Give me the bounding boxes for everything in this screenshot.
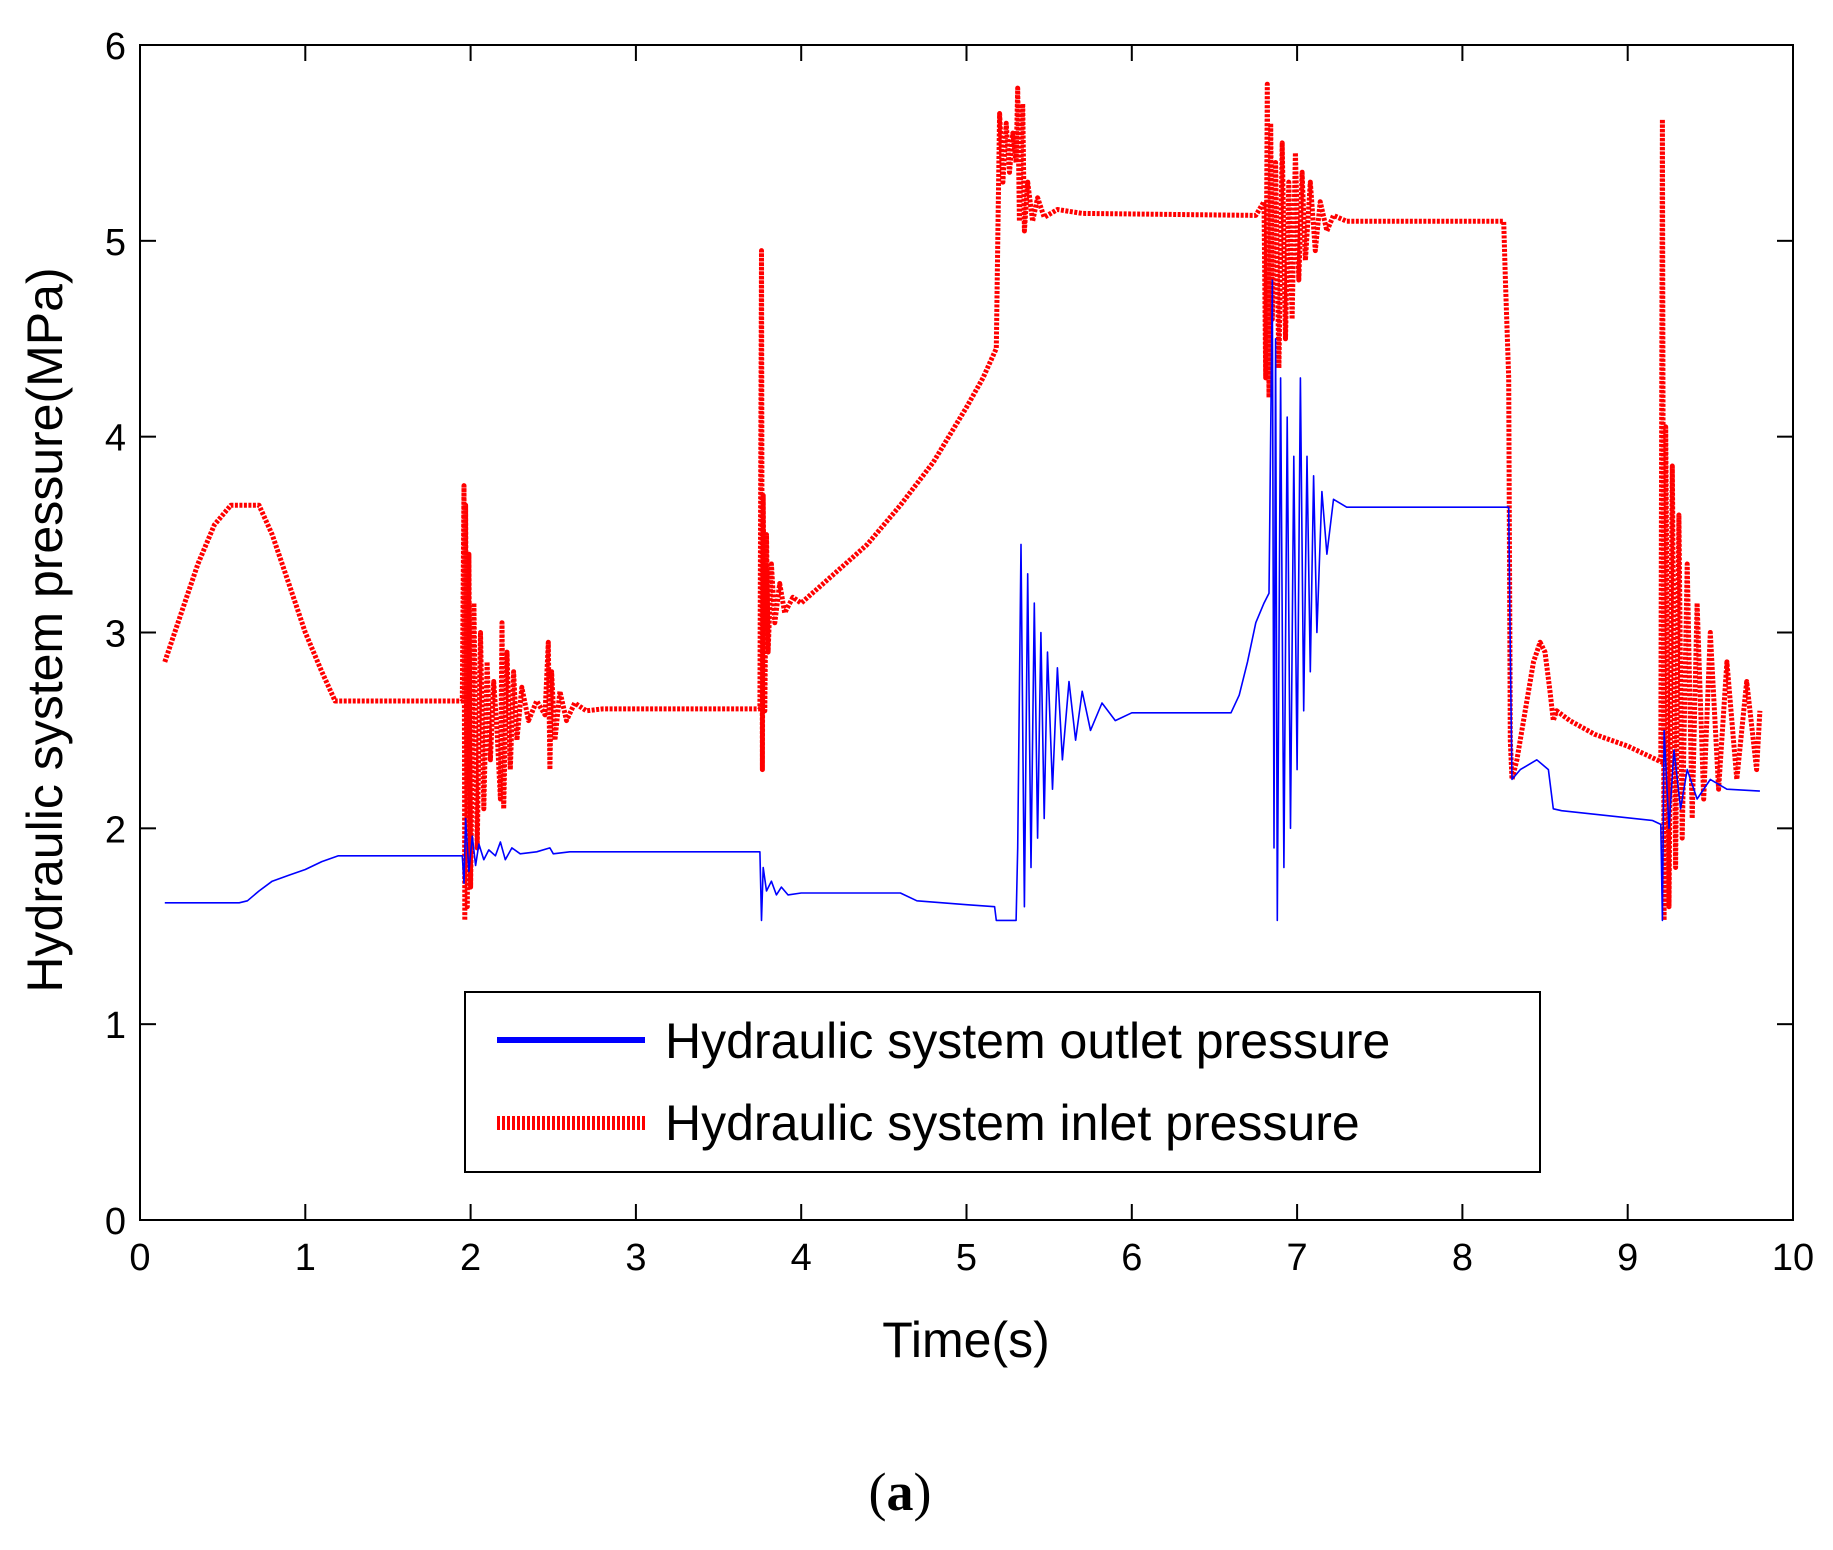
y-tick-label: 2 [105,809,126,851]
caption-open-paren: ( [869,1462,887,1522]
legend: Hydraulic system outlet pressure Hydraul… [464,991,1541,1173]
x-tick-label: 7 [1287,1237,1308,1279]
x-tick-label: 0 [129,1237,150,1279]
x-tick-label: 2 [460,1237,481,1279]
legend-box [464,991,1541,1173]
y-tick-label: 0 [105,1201,126,1243]
caption-close-paren: ) [914,1462,932,1522]
x-tick-label: 9 [1617,1237,1638,1279]
caption-letter: a [887,1462,914,1522]
x-tick-label: 8 [1452,1237,1473,1279]
x-tick-label: 4 [791,1237,812,1279]
x-tick-label: 6 [1121,1237,1142,1279]
series-line-outlet-pressure [164,279,1760,922]
x-axis-label: Time(s) [882,1312,1050,1368]
figure-caption: (a) [869,1462,932,1522]
series-line-inlet-pressure [162,81,1763,923]
y-tick-label: 3 [105,614,126,656]
series-layer [162,81,1763,923]
y-tick-label: 1 [105,1005,126,1047]
y-tick-label: 6 [105,26,126,68]
y-tick-label: 5 [105,222,126,264]
x-tick-label: 1 [295,1237,316,1279]
y-tick-label: 4 [105,418,126,460]
y-axis-label: Hydraulic system pressure(MPa) [17,267,73,992]
legend-label-inlet: Hydraulic system inlet pressure [665,1095,1360,1151]
x-tick-label: 3 [625,1237,646,1279]
axis-ticks: 0 1 2 3 4 5 6 7 8 9 10 0 1 2 3 4 5 6 [105,26,1814,1279]
x-tick-label: 10 [1772,1237,1814,1279]
x-tick-label: 5 [956,1237,977,1279]
legend-label-outlet: Hydraulic system outlet pressure [665,1013,1390,1069]
